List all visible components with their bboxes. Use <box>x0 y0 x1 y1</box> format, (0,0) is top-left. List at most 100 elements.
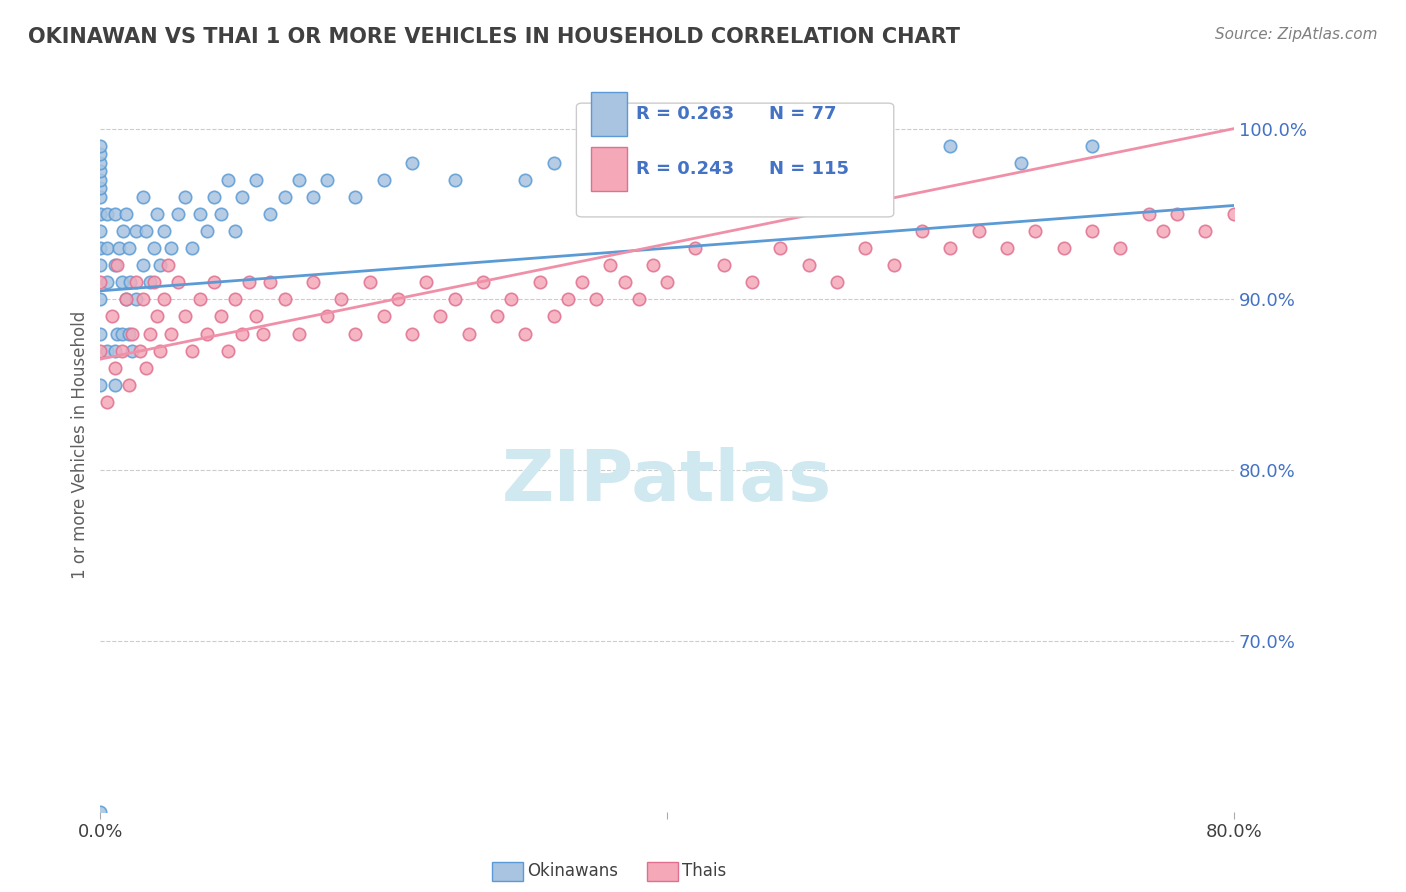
Text: OKINAWAN VS THAI 1 OR MORE VEHICLES IN HOUSEHOLD CORRELATION CHART: OKINAWAN VS THAI 1 OR MORE VEHICLES IN H… <box>28 27 960 46</box>
Point <box>599 258 621 272</box>
Text: N = 77: N = 77 <box>769 105 837 123</box>
Point <box>401 156 423 170</box>
Point <box>125 224 148 238</box>
Point <box>302 275 325 289</box>
Point <box>143 241 166 255</box>
Point <box>89 207 111 221</box>
Point <box>89 190 111 204</box>
Point <box>157 258 180 272</box>
Point <box>1137 207 1160 221</box>
Point <box>883 258 905 272</box>
Point <box>125 275 148 289</box>
Point <box>344 326 367 341</box>
Point <box>174 310 197 324</box>
Point <box>188 207 211 221</box>
Point <box>96 207 118 221</box>
Point <box>188 293 211 307</box>
Point <box>571 275 593 289</box>
FancyBboxPatch shape <box>576 103 894 217</box>
Point <box>855 241 877 255</box>
Point <box>259 207 281 221</box>
Point <box>1223 207 1246 221</box>
Point <box>115 207 138 221</box>
Point <box>143 275 166 289</box>
Point <box>146 310 169 324</box>
Text: R = 0.263: R = 0.263 <box>637 105 734 123</box>
Point <box>132 190 155 204</box>
Text: Source: ZipAtlas.com: Source: ZipAtlas.com <box>1215 27 1378 42</box>
Point <box>118 241 141 255</box>
Point <box>120 275 142 289</box>
Point <box>316 310 339 324</box>
Point <box>174 190 197 204</box>
Point <box>1251 224 1274 238</box>
Point <box>797 258 820 272</box>
Point <box>387 293 409 307</box>
Point <box>238 275 260 289</box>
Point <box>245 310 267 324</box>
Point <box>121 343 143 358</box>
Point <box>160 326 183 341</box>
Point <box>486 310 509 324</box>
Point <box>557 293 579 307</box>
Point <box>146 207 169 221</box>
Point <box>89 326 111 341</box>
Point <box>252 326 274 341</box>
Point <box>627 293 650 307</box>
Point <box>111 224 134 238</box>
Point <box>685 241 707 255</box>
Point <box>797 156 820 170</box>
Point <box>529 275 551 289</box>
Point <box>911 224 934 238</box>
Point <box>939 138 962 153</box>
Point <box>132 258 155 272</box>
Point <box>401 326 423 341</box>
Point <box>181 241 204 255</box>
Point <box>89 164 111 178</box>
Point <box>224 293 246 307</box>
Point <box>125 293 148 307</box>
Point <box>135 360 157 375</box>
Point <box>273 293 295 307</box>
Point <box>129 343 152 358</box>
Point <box>110 326 132 341</box>
Point <box>153 224 176 238</box>
Point <box>825 275 848 289</box>
Text: Thais: Thais <box>682 863 725 880</box>
Point <box>167 207 190 221</box>
Point <box>96 241 118 255</box>
Point <box>769 241 792 255</box>
Point <box>135 224 157 238</box>
Point <box>1024 224 1046 238</box>
Point <box>89 258 111 272</box>
Text: N = 115: N = 115 <box>769 161 849 178</box>
Point <box>373 173 395 187</box>
Point <box>115 293 138 307</box>
Point <box>1081 138 1104 153</box>
Point <box>627 156 650 170</box>
Point <box>107 241 129 255</box>
Point <box>939 241 962 255</box>
Point <box>1392 190 1406 204</box>
Point <box>287 326 309 341</box>
Point <box>1336 190 1358 204</box>
Point <box>105 326 128 341</box>
Point <box>613 275 636 289</box>
Point <box>967 224 990 238</box>
Point <box>245 173 267 187</box>
Y-axis label: 1 or more Vehicles in Household: 1 or more Vehicles in Household <box>72 310 89 579</box>
Point <box>96 394 118 409</box>
Point <box>89 138 111 153</box>
Point <box>181 343 204 358</box>
Point <box>429 310 451 324</box>
Point <box>153 293 176 307</box>
Point <box>359 275 381 289</box>
Point <box>273 190 295 204</box>
Point <box>1010 156 1032 170</box>
Point <box>167 275 190 289</box>
Point <box>110 343 132 358</box>
Point <box>195 326 218 341</box>
Point <box>543 156 565 170</box>
Point <box>89 224 111 238</box>
Point <box>105 258 128 272</box>
